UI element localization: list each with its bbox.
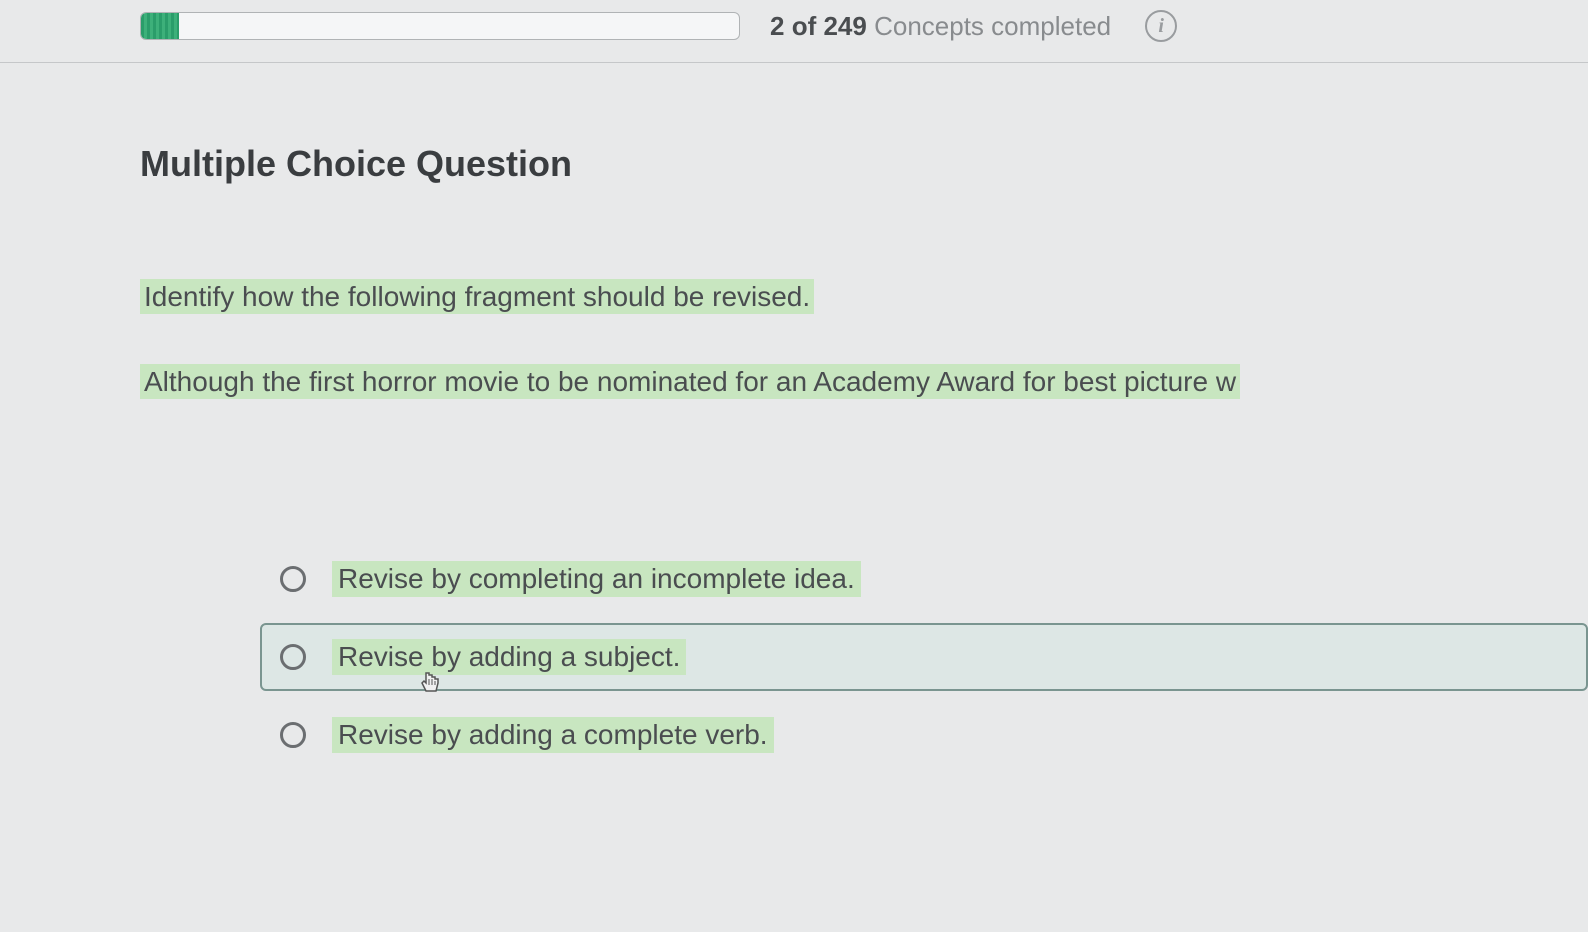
question-fragment: Although the first horror movie to be no… bbox=[140, 364, 1240, 399]
header-bar: 2 of 249 Concepts completed i bbox=[0, 0, 1588, 63]
option-row-1[interactable]: Revise by adding a subject. bbox=[260, 623, 1588, 691]
progress-current: 2 bbox=[770, 11, 784, 41]
question-prompt: Identify how the following fragment shou… bbox=[140, 279, 814, 314]
progress-label: Concepts completed bbox=[874, 11, 1111, 41]
question-prompt-block: Identify how the following fragment shou… bbox=[140, 275, 1588, 320]
progress-text: 2 of 249 Concepts completed bbox=[770, 11, 1111, 42]
question-fragment-block: Although the first horror movie to be no… bbox=[140, 360, 1588, 405]
question-content: Multiple Choice Question Identify how th… bbox=[0, 63, 1588, 769]
progress-total: 249 bbox=[823, 11, 866, 41]
options-list: Revise by completing an incomplete idea.… bbox=[140, 545, 1588, 769]
option-row-2[interactable]: Revise by adding a complete verb. bbox=[260, 701, 1588, 769]
progress-fill bbox=[141, 13, 179, 39]
hand-cursor-icon bbox=[418, 669, 442, 697]
option-label: Revise by adding a subject. bbox=[332, 639, 686, 675]
progress-bar bbox=[140, 12, 740, 40]
question-title: Multiple Choice Question bbox=[140, 143, 1588, 185]
radio-icon bbox=[280, 566, 306, 592]
option-row-0[interactable]: Revise by completing an incomplete idea. bbox=[260, 545, 1588, 613]
option-label: Revise by completing an incomplete idea. bbox=[332, 561, 861, 597]
radio-icon bbox=[280, 644, 306, 670]
radio-icon bbox=[280, 722, 306, 748]
info-icon[interactable]: i bbox=[1145, 10, 1177, 42]
option-label: Revise by adding a complete verb. bbox=[332, 717, 774, 753]
